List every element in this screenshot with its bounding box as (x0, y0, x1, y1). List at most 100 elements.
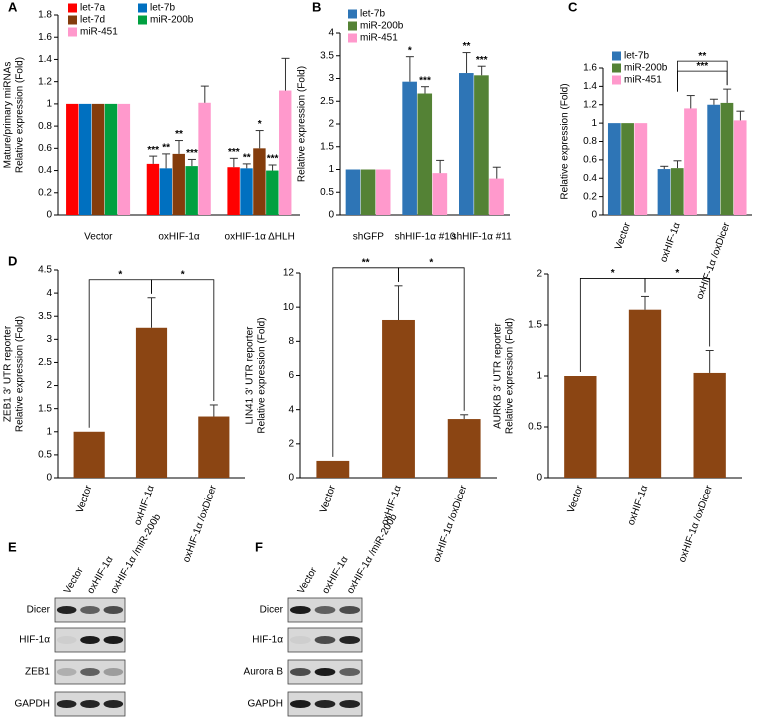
y-tick-label: 0.5 (38, 450, 52, 461)
lane-label: oxHIF-1α /miR-200b (345, 512, 400, 596)
bracket-label: * (429, 257, 433, 268)
blot-band (103, 606, 124, 614)
legend-swatch (68, 27, 77, 37)
bar (279, 90, 292, 215)
bar (720, 102, 734, 215)
bracket (644, 278, 711, 347)
bar (474, 75, 489, 215)
y-tick-label: 6 (288, 370, 294, 381)
y-tick-label: 0.5 (528, 422, 542, 433)
bar (198, 102, 211, 215)
y-tick-label: 0 (536, 473, 542, 484)
bar (382, 319, 415, 478)
y-tick-label: 1.8 (38, 10, 52, 21)
x-tick-label: oxHIF-1α /oxDicer (677, 484, 715, 564)
y-tick-label: 2 (288, 438, 294, 449)
bar (227, 167, 240, 215)
y-tick-label: 1.5 (320, 141, 334, 152)
row-label: ZEB1 (25, 667, 50, 678)
y-tick-label: 0 (46, 473, 52, 484)
panel-label: E (8, 539, 17, 554)
y-tick-label: 3.5 (320, 50, 334, 61)
legend-swatch (612, 75, 621, 85)
x-tick-label: Vector (318, 484, 338, 515)
row-label: HIF-1α (19, 635, 50, 646)
bracket-label: * (118, 269, 122, 280)
y-tick-label: 1.4 (583, 81, 597, 92)
blot-band (339, 636, 361, 644)
y-tick-label: 2 (536, 269, 542, 280)
bar (657, 169, 671, 215)
x-tick-label: oxHIF-1α /oxDicer (181, 484, 219, 564)
bar (459, 73, 474, 215)
blot-band (103, 668, 124, 676)
bracket-label: ** (362, 257, 370, 268)
y-axis-label: Relative expression (Fold) (257, 317, 268, 433)
bar (78, 103, 92, 215)
x-tick-label: Vector (74, 484, 94, 515)
legend-label: miR-451 (360, 33, 398, 44)
y-tick-label: 2 (46, 380, 52, 391)
bar (172, 153, 185, 215)
y-tick-label: 3.5 (38, 311, 52, 322)
bar (607, 123, 621, 215)
y-tick-label: 1.6 (583, 63, 597, 74)
significance: ** (243, 153, 251, 164)
y-axis-label: ZEB1 3′ UTR reporter (3, 325, 14, 422)
bar (104, 103, 118, 215)
bracket-label: * (611, 268, 615, 279)
y-tick-label: 1.5 (528, 320, 542, 331)
legend-swatch (612, 63, 621, 73)
legend-label: let-7d (80, 15, 105, 26)
blot-band (289, 700, 311, 708)
y-tick-label: 3 (46, 334, 52, 345)
significance: *** (147, 145, 159, 156)
y-tick-label: 12 (283, 268, 295, 279)
y-tick-label: 2.5 (320, 96, 334, 107)
lane-label: Vector (296, 565, 320, 596)
bracket (151, 279, 215, 401)
blot-band (289, 606, 311, 614)
bar (266, 170, 279, 215)
bar (159, 168, 173, 215)
y-tick-label: 10 (283, 302, 295, 313)
blot-band (314, 700, 336, 708)
blot-band (103, 700, 124, 708)
legend-label: miR-200b (624, 63, 668, 74)
row-label: GAPDH (14, 699, 50, 710)
legend-swatch (348, 33, 357, 43)
y-tick-label: 2.5 (38, 357, 52, 368)
bar (375, 169, 391, 215)
bar (91, 103, 105, 215)
y-tick-label: 0 (591, 210, 597, 221)
blot-band (80, 636, 100, 644)
bar (628, 309, 662, 478)
bar (360, 169, 376, 215)
bracket (677, 60, 728, 92)
bar (73, 431, 105, 478)
row-label: HIF-1α (252, 635, 283, 646)
legend-swatch (348, 9, 357, 19)
blot-band (80, 700, 100, 708)
x-tick-label: shGFP (353, 232, 384, 243)
y-tick-label: 0.4 (583, 173, 597, 184)
blot-band (289, 636, 311, 644)
blot-band (56, 606, 77, 614)
blot-band (314, 636, 336, 644)
bar (402, 81, 417, 215)
y-tick-label: 2 (328, 119, 334, 130)
blot-band (314, 668, 336, 676)
y-tick-label: 0.8 (583, 136, 597, 147)
y-tick-label: 1.5 (38, 403, 52, 414)
x-tick-label: Vector (566, 484, 586, 515)
legend-swatch (68, 15, 77, 25)
x-tick-label: oxHIF-1α (626, 484, 651, 527)
y-tick-label: 4.5 (38, 265, 52, 276)
bar (316, 460, 350, 478)
y-tick-label: 0 (328, 210, 334, 221)
legend-label: miR-200b (150, 15, 194, 26)
y-tick-label: 0.6 (38, 143, 52, 154)
x-tick-label: Vector (613, 221, 633, 252)
blot-band (80, 606, 100, 614)
y-tick-label: 1 (591, 118, 597, 129)
